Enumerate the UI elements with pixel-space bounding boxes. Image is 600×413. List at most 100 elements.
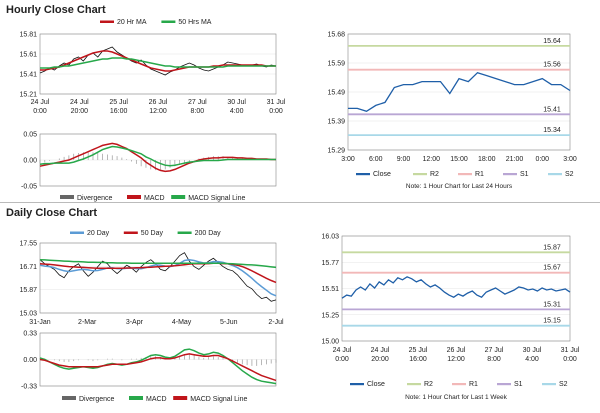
hourly-price-legend-label: 50 Hrs MA xyxy=(178,19,211,26)
daily-price-series-2 xyxy=(39,262,277,284)
hourly-price-ytick: 15.41 xyxy=(19,72,37,79)
hourly-price-ytick: 15.81 xyxy=(19,32,37,39)
hourly-price-legend-label: 20 Hr MA xyxy=(117,19,147,26)
daily-pivots-note: Note: 1 Hour Chart for Last 1 Week xyxy=(405,394,508,401)
hourly-pivots-legend-label: S1 xyxy=(520,171,529,178)
daily-price-xtick: 3-Apr xyxy=(126,319,144,326)
hourly-pivots-legend-label: R1 xyxy=(475,171,484,178)
daily-pivots-xtick: 26 Jul xyxy=(447,347,466,354)
hourly-price-xtick: 12:00 xyxy=(149,108,167,115)
daily-pivots-xtick: 16:00 xyxy=(409,356,427,363)
daily-price-legend-swatch xyxy=(123,231,138,234)
daily-price-legend-label: 50 Day xyxy=(141,230,164,237)
daily-price-series-1 xyxy=(39,258,277,297)
hourly-price-ytick: 15.21 xyxy=(19,92,37,99)
daily-pivots-xtick: 20:00 xyxy=(371,356,389,363)
daily-price-legend-label: 200 Day xyxy=(195,230,222,237)
daily-pivots-legend-label: R1 xyxy=(469,381,478,388)
daily-macd-ytick: 0.33 xyxy=(23,331,37,338)
hourly-price-xtick: 24 Jul xyxy=(70,99,89,106)
daily-macd-series-1 xyxy=(39,353,277,382)
daily-pivots-ytick: 15.00 xyxy=(321,339,339,346)
daily-price-series-3 xyxy=(39,258,277,269)
hourly-pivots-legend-swatch xyxy=(503,173,517,176)
daily-macd-legend-swatch xyxy=(173,396,188,400)
hourly-pivots-legend-swatch xyxy=(356,173,370,176)
hourly-pivots-series-0 xyxy=(348,71,571,113)
hourly-pivots-legend-swatch xyxy=(548,173,562,176)
hourly-pivots-level-label: 15.34 xyxy=(543,127,561,134)
hourly-price-xtick: 16:00 xyxy=(110,108,128,115)
hourly-price-frame xyxy=(39,33,277,95)
hourly-pivots-xtick: 3:00 xyxy=(563,156,577,163)
hourly-price-xtick: 27 Jul xyxy=(188,99,207,106)
daily-pivots-legend-label: Close xyxy=(367,381,385,388)
hourly-pivots-xtick: 18:00 xyxy=(478,156,496,163)
daily-macd-ytick: -0.33 xyxy=(21,384,37,391)
daily-pivots-level-label: 15.15 xyxy=(543,318,561,325)
daily-price-frame xyxy=(39,242,277,314)
daily-section-title: Daily Close Chart xyxy=(6,207,98,219)
daily-pivots-level-label: 15.87 xyxy=(543,244,561,251)
daily-macd-legend-label: MACD Signal Line xyxy=(190,396,247,403)
daily-price-xtick: 31-Jan xyxy=(29,319,51,326)
daily-price-series-0 xyxy=(39,252,277,302)
hourly-price-xtick: 8:00 xyxy=(191,108,205,115)
hourly-pivots-xtick: 0:00 xyxy=(535,156,549,163)
hourly-price-xtick: 25 Jul xyxy=(109,99,128,106)
daily-pivots-legend-swatch xyxy=(350,383,364,386)
hourly-pivots-ytick: 15.39 xyxy=(327,119,345,126)
hourly-price-series-2 xyxy=(40,57,276,69)
daily-macd-legend-swatch xyxy=(62,396,76,400)
hourly-macd-ytick: -0.05 xyxy=(21,184,37,191)
hourly-pivots-xtick: 3:00 xyxy=(341,156,355,163)
hourly-price-xtick: 24 Jul xyxy=(31,99,50,106)
hourly-price-legend-swatch xyxy=(100,20,114,23)
hourly-macd-series-1 xyxy=(39,145,276,167)
hourly-price-xtick: 30 Jul xyxy=(227,99,246,106)
daily-price-xtick: 5-Jun xyxy=(220,319,238,326)
hourly-price-xtick: 0:00 xyxy=(33,108,47,115)
daily-pivots-frame xyxy=(341,235,571,342)
hourly-price-xtick: 26 Jul xyxy=(149,99,168,106)
daily-macd-legend-swatch xyxy=(129,396,143,400)
hourly-pivots-ytick: 15.29 xyxy=(327,148,345,155)
daily-price-legend-swatch xyxy=(70,231,84,234)
hourly-pivots-level-label: 15.41 xyxy=(543,106,561,113)
hourly-macd-ytick: 0.05 xyxy=(23,132,37,139)
daily-macd-legend-label: MACD xyxy=(146,396,167,403)
hourly-pivots-legend-label: Close xyxy=(373,171,391,178)
daily-price-ytick: 16.71 xyxy=(19,264,37,271)
daily-price-xtick: 4-May xyxy=(172,319,192,326)
hourly-pivots-legend-label: R2 xyxy=(430,171,439,178)
hourly-macd-series-0 xyxy=(39,142,276,173)
hourly-pivots-level-label: 15.56 xyxy=(543,62,561,69)
hourly-price-ytick: 15.61 xyxy=(19,52,37,59)
hourly-pivots-legend-label: S2 xyxy=(565,171,574,178)
hourly-pivots-xtick: 12:00 xyxy=(422,156,440,163)
hourly-pivots-xtick: 15:00 xyxy=(450,156,468,163)
hourly-pivots-xtick: 21:00 xyxy=(506,156,524,163)
daily-pivots-xtick: 25 Jul xyxy=(409,347,428,354)
daily-pivots-level-label: 15.31 xyxy=(543,301,561,308)
daily-pivots-xtick: 27 Jul xyxy=(485,347,504,354)
hourly-price-xtick: 20:00 xyxy=(71,108,89,115)
daily-pivots-xtick: 24 Jul xyxy=(333,347,352,354)
daily-pivots-legend-swatch xyxy=(542,383,556,386)
daily-price-xtick: 2-Mar xyxy=(78,319,97,326)
daily-price-legend-swatch xyxy=(177,231,192,234)
hourly-macd-legend-swatch xyxy=(60,195,74,199)
daily-pivots-xtick: 31 Jul xyxy=(561,347,580,354)
daily-pivots-legend-label: S2 xyxy=(559,381,568,388)
hourly-pivots-xtick: 6:00 xyxy=(369,156,383,163)
hourly-price-xtick: 31 Jul xyxy=(267,99,286,106)
daily-price-ytick: 15.87 xyxy=(19,287,37,294)
hourly-price-series-1 xyxy=(40,50,276,72)
daily-pivots-ytick: 15.51 xyxy=(321,286,339,293)
hourly-price-legend-swatch xyxy=(161,20,176,23)
daily-price-ytick: 15.03 xyxy=(19,311,37,318)
daily-pivots-ytick: 16.03 xyxy=(321,234,339,241)
hourly-macd-legend-swatch xyxy=(127,195,141,199)
hourly-macd-legend-swatch xyxy=(171,195,186,199)
